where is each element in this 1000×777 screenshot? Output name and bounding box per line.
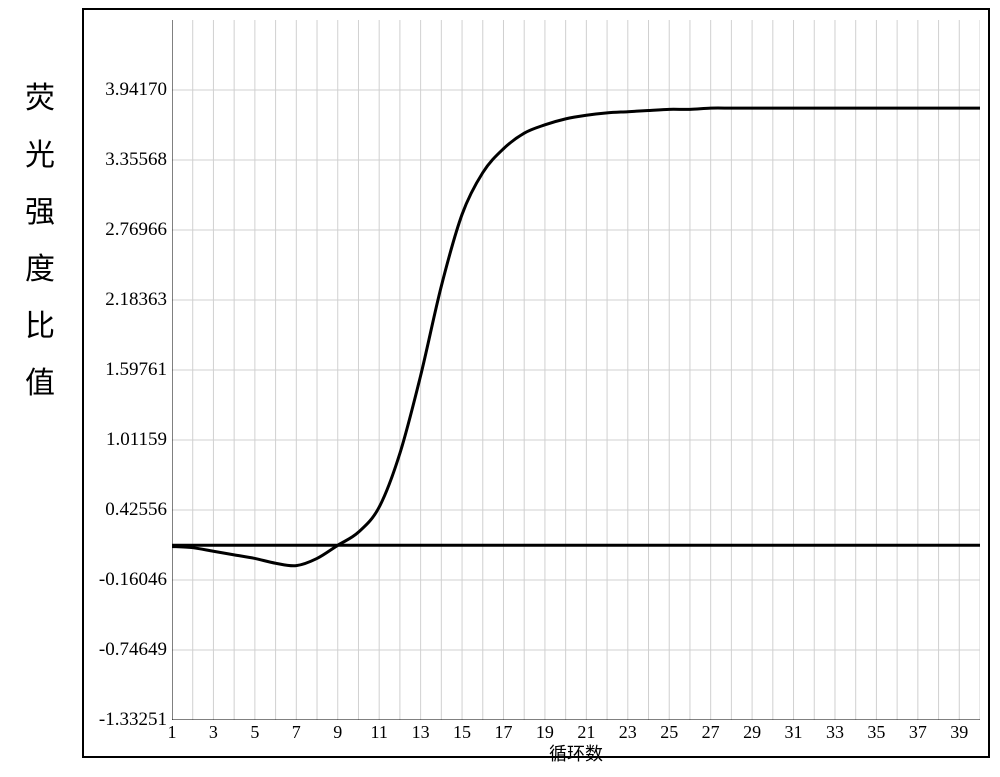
- y-title-char: 强: [20, 184, 60, 241]
- plot-svg: [172, 20, 980, 720]
- x-axis-title: 循环数: [549, 740, 603, 766]
- plot-area: [172, 20, 980, 720]
- chart-frame: -1.33251 -0.74649 -0.16046 0.42556 1.01159 1.…: [82, 8, 990, 758]
- y-axis-title: 荧 光 强 度 比 值: [20, 70, 60, 412]
- x-tick-label: 3: [209, 722, 218, 743]
- y-title-char: 比: [20, 298, 60, 355]
- y-tick-label: 1.59761: [92, 359, 167, 381]
- chart-container: 荧 光 强 度 比 值 -1.33251 -0.74649 -0.16046 0.42…: [0, 0, 1000, 777]
- y-tick-label: -0.74649: [92, 639, 167, 661]
- y-tick-label: 2.76966: [92, 219, 167, 241]
- y-tick-label: 3.94170: [92, 79, 167, 101]
- y-tick-label: -1.33251: [92, 709, 167, 731]
- x-tick-label: 15: [453, 722, 471, 743]
- x-tick-label: 9: [333, 722, 342, 743]
- x-tick-label: 27: [702, 722, 720, 743]
- y-tick-label: 0.42556: [92, 499, 167, 521]
- grid-group: [172, 20, 980, 720]
- x-tick-label: 25: [660, 722, 678, 743]
- x-tick-label: 7: [292, 722, 301, 743]
- y-title-char: 荧: [20, 70, 60, 127]
- x-tick-label: 35: [867, 722, 885, 743]
- y-title-char: 光: [20, 127, 60, 184]
- y-tick-label: 1.01159: [92, 429, 167, 451]
- y-tick-label: -0.16046: [92, 569, 167, 591]
- y-tick-label: 2.18363: [92, 289, 167, 311]
- y-title-char: 度: [20, 241, 60, 298]
- x-tick-label: 39: [950, 722, 968, 743]
- x-tick-label: 11: [371, 722, 388, 743]
- x-tick-label: 17: [494, 722, 512, 743]
- x-tick-label: 13: [412, 722, 430, 743]
- y-title-char: 值: [20, 355, 60, 412]
- x-tick-label: 37: [909, 722, 927, 743]
- curve-group: [172, 108, 980, 566]
- x-tick-label: 29: [743, 722, 761, 743]
- x-tick-label: 23: [619, 722, 637, 743]
- y-tick-label: 3.35568: [92, 149, 167, 171]
- x-tick-label: 5: [250, 722, 259, 743]
- x-tick-label: 33: [826, 722, 844, 743]
- x-tick-label: 1: [168, 722, 177, 743]
- x-tick-label: 31: [785, 722, 803, 743]
